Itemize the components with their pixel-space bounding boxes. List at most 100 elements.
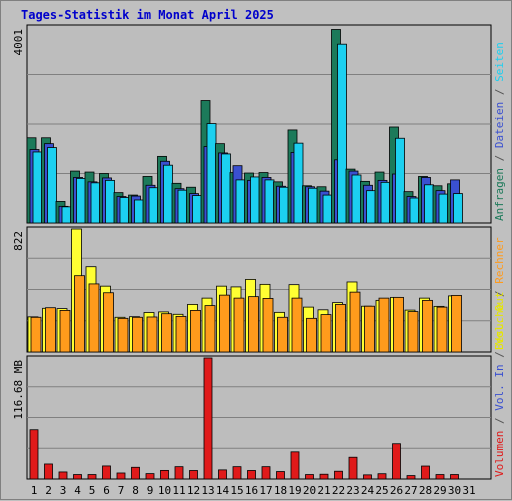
bar-rechner xyxy=(132,316,143,353)
legend-part: / xyxy=(493,284,506,304)
x-tick-label: 22 xyxy=(332,484,345,497)
bar-seiten xyxy=(76,178,86,224)
bar-volumen xyxy=(102,465,111,480)
bar-seiten xyxy=(134,199,144,224)
legend-part: Volumen xyxy=(493,431,506,477)
bar-rechner xyxy=(436,306,448,353)
x-tick-label: 30 xyxy=(448,484,461,497)
x-tick-label: 20 xyxy=(303,484,316,497)
x-tick-label: 7 xyxy=(118,484,125,497)
bar-volumen xyxy=(44,463,53,480)
bar-rechner xyxy=(393,296,404,353)
bar-rechner xyxy=(103,292,114,353)
legend-part: Vol. In xyxy=(493,364,506,410)
bar-rechner xyxy=(451,295,462,353)
x-tick-label: 24 xyxy=(361,484,375,497)
bar-volumen xyxy=(116,472,126,480)
bar-seiten xyxy=(409,197,420,224)
x-tick-label: 29 xyxy=(433,484,446,497)
max-label-bottom: 116.68 MB xyxy=(12,360,25,420)
bar-rechner xyxy=(422,299,433,353)
bar-rechner xyxy=(378,297,390,353)
bar-rechner xyxy=(74,275,85,353)
bar-seiten xyxy=(424,184,434,224)
bar-seiten xyxy=(192,195,202,224)
bar-volumen xyxy=(421,465,430,480)
legend-part: Anfragen xyxy=(493,168,506,221)
x-tick-label: 12 xyxy=(187,484,200,497)
bar-seiten xyxy=(119,197,130,224)
bar-seiten xyxy=(221,153,231,224)
bar-volumen xyxy=(363,474,372,480)
bar-volumen xyxy=(174,466,184,480)
panel-middle: 822 Besuche / Rechner xyxy=(12,226,506,353)
bar-rechner xyxy=(204,305,216,353)
bar-volumen xyxy=(58,471,68,480)
legend-top: Anfragen / Dateien / Seiten xyxy=(493,42,506,221)
bar-volumen xyxy=(435,474,445,480)
bar-seiten xyxy=(206,123,217,224)
bar-volumen xyxy=(218,469,227,480)
x-tick-label: 8 xyxy=(132,484,139,497)
legend-part: Besuche xyxy=(493,304,506,350)
chart-title: Tages-Statistik im Monat April 2025 xyxy=(21,8,274,22)
x-tick-label: 28 xyxy=(419,484,432,497)
bar-volumen xyxy=(203,357,213,480)
bar-volumen xyxy=(319,473,329,480)
bar-volumen xyxy=(87,474,97,480)
bar-seiten xyxy=(250,176,260,224)
max-label-top: 4001 xyxy=(12,29,25,56)
legend-part: / xyxy=(493,82,506,102)
x-tick-label: 1 xyxy=(31,484,38,497)
legend-part: / xyxy=(493,411,506,431)
bar-rechner xyxy=(248,296,259,353)
bar-volumen xyxy=(276,471,285,480)
legend-part: / xyxy=(493,345,506,365)
bar-volumen xyxy=(232,466,242,480)
bar-volumen xyxy=(392,443,401,480)
x-tick-label: 17 xyxy=(259,484,272,497)
x-tick-label: 2 xyxy=(45,484,52,497)
bar-volumen xyxy=(348,456,358,480)
x-tick-label: 25 xyxy=(375,484,388,497)
legend-bottom: Volumen / Vol. In / Vol. Out xyxy=(493,292,506,477)
bar-volumen xyxy=(73,474,82,480)
bar-seiten xyxy=(351,174,362,224)
bar-volumen xyxy=(261,466,271,480)
bar-seiten xyxy=(47,147,57,224)
bar-seiten xyxy=(177,189,188,224)
x-tick-label: 19 xyxy=(288,484,301,497)
bar-rechner xyxy=(349,291,361,353)
bar-seiten xyxy=(264,179,275,224)
bar-rechner xyxy=(59,310,71,353)
bar-volumen xyxy=(334,470,343,480)
panel-bottom: 116.68 MB Volumen / Vol. In / Vol. Out xyxy=(12,292,506,480)
bar-seiten xyxy=(32,151,43,224)
bar-volumen xyxy=(145,473,155,480)
bar-seiten xyxy=(105,179,115,224)
bar-rechner xyxy=(190,310,201,353)
bar-volumen xyxy=(131,466,140,480)
x-tick-label: 26 xyxy=(390,484,403,497)
bar-volumen xyxy=(290,451,300,480)
x-tick-label: 31 xyxy=(462,484,475,497)
bar-rechner xyxy=(161,313,172,353)
bar-seiten xyxy=(235,179,246,224)
x-tick-label: 15 xyxy=(230,484,243,497)
bar-rechner xyxy=(146,316,158,353)
bar-rechner xyxy=(30,316,42,353)
bar-rechner xyxy=(233,297,245,353)
max-label-middle: 822 xyxy=(12,231,25,251)
x-tick-label: 14 xyxy=(216,484,230,497)
bar-rechner xyxy=(219,294,230,353)
bar-volumen xyxy=(29,429,39,480)
bar-seiten xyxy=(453,193,463,224)
bar-seiten xyxy=(293,142,304,224)
bar-seiten xyxy=(395,137,405,224)
bar-rechner xyxy=(277,316,288,353)
x-tick-label: 3 xyxy=(60,484,67,497)
legend-part: Rechner xyxy=(493,237,506,284)
bar-seiten xyxy=(322,194,333,224)
